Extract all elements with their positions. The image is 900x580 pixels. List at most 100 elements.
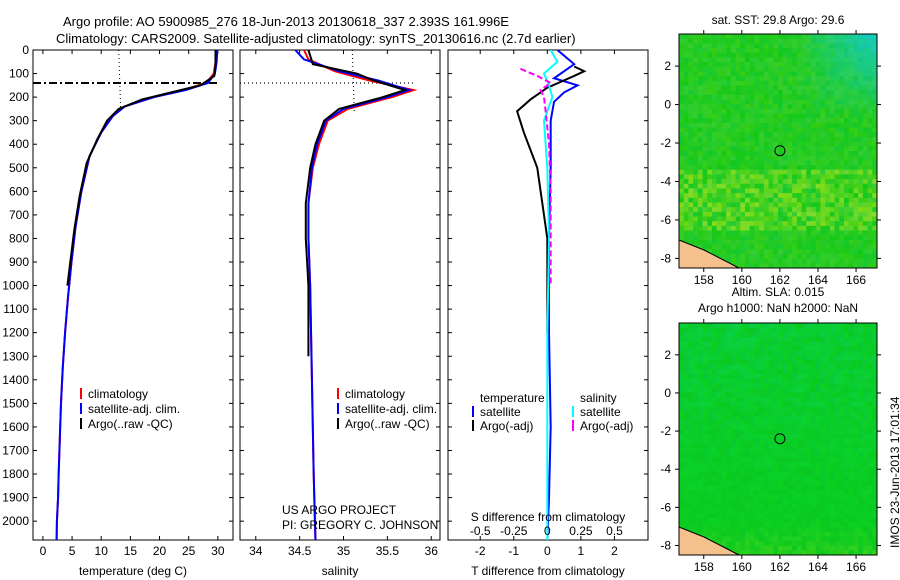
map-cell xyxy=(754,249,760,255)
map-cell xyxy=(806,52,812,58)
map-cell xyxy=(688,490,694,496)
map-cell xyxy=(721,471,727,477)
map-cell xyxy=(829,360,836,366)
map-cell xyxy=(712,336,718,343)
map-cell xyxy=(726,66,732,72)
map-cell xyxy=(872,364,878,370)
map-cell xyxy=(773,452,779,459)
map-cell xyxy=(825,52,831,58)
map-cell xyxy=(773,527,779,533)
map-cell xyxy=(697,104,704,110)
map-cell xyxy=(872,323,878,329)
map-cell xyxy=(825,38,831,44)
map-cell xyxy=(735,155,741,161)
map-cell xyxy=(862,193,869,199)
map-cell xyxy=(778,90,784,96)
x-tick-label: 0 xyxy=(544,544,551,558)
map-cell xyxy=(862,160,869,166)
map-cell xyxy=(730,118,737,124)
map-cell xyxy=(848,457,854,463)
map-cell xyxy=(707,235,713,241)
map-cell xyxy=(726,434,732,440)
map-cell xyxy=(787,85,793,91)
map-cell xyxy=(773,183,779,189)
map-cell xyxy=(768,499,774,505)
map-cell xyxy=(820,151,826,157)
map-cell xyxy=(825,76,831,82)
map-cell xyxy=(801,387,807,394)
map-cell xyxy=(679,332,685,338)
map-cell xyxy=(778,230,784,236)
map-cell xyxy=(716,341,722,347)
map-cell xyxy=(834,536,840,542)
map-cell xyxy=(858,132,864,138)
map-cell xyxy=(735,118,741,124)
map-cell xyxy=(872,183,878,189)
map-cell xyxy=(702,411,708,417)
map-cell xyxy=(815,71,821,77)
map-cell xyxy=(763,108,770,115)
map-cell xyxy=(768,211,774,218)
map-cell xyxy=(792,216,798,222)
map-cell xyxy=(867,193,873,199)
map-cell xyxy=(839,443,845,449)
map-cell xyxy=(697,448,704,454)
map-cell xyxy=(726,466,732,472)
map-cell xyxy=(796,146,803,152)
map-cell xyxy=(702,99,708,105)
map-cell xyxy=(726,188,732,194)
map-cell xyxy=(735,43,741,49)
map-cell xyxy=(792,415,798,421)
map-cell xyxy=(867,118,873,124)
map-cell xyxy=(834,494,840,500)
map-cell xyxy=(726,531,732,537)
map-cell xyxy=(839,211,845,218)
map-cell xyxy=(679,57,685,63)
map-cell xyxy=(792,211,798,218)
map-cell xyxy=(745,360,751,366)
map-cell xyxy=(782,397,788,403)
map-cell xyxy=(759,397,765,403)
map-cell xyxy=(834,80,840,86)
legend-label: satellite-adj. clim. xyxy=(345,402,437,416)
map-cell xyxy=(815,425,821,431)
map-cell xyxy=(778,439,784,445)
map-cell xyxy=(763,383,770,389)
map-cell xyxy=(778,387,784,394)
map-cell xyxy=(726,80,732,86)
map-cell xyxy=(796,374,803,380)
map-cell xyxy=(796,249,803,255)
map-cell xyxy=(853,94,859,101)
map-cell xyxy=(763,183,770,189)
map-cell xyxy=(867,364,873,370)
map-cell xyxy=(848,160,854,166)
map-cell xyxy=(792,360,798,366)
map-cell xyxy=(768,531,774,537)
map-cell xyxy=(745,202,751,208)
map-cell xyxy=(848,258,854,264)
map-cell xyxy=(848,341,854,347)
map-cell xyxy=(858,341,864,347)
map-cell xyxy=(820,327,826,333)
map-cell xyxy=(834,448,840,454)
map-cell xyxy=(815,207,821,213)
map-cell xyxy=(792,165,798,171)
map-cell xyxy=(792,327,798,333)
map-cell xyxy=(801,527,807,533)
map-cell xyxy=(745,448,751,454)
map-cell xyxy=(806,443,812,449)
map-cell xyxy=(716,387,722,394)
map-cell xyxy=(825,183,831,189)
map-cell xyxy=(730,165,737,171)
map-cell xyxy=(773,104,779,110)
map-cell xyxy=(716,462,722,468)
map-cell xyxy=(858,179,864,185)
map-cell xyxy=(801,235,807,241)
map-cell xyxy=(735,160,741,166)
map-cell xyxy=(712,80,718,86)
map-cell xyxy=(735,169,741,175)
map-cell xyxy=(858,202,864,208)
map-cell xyxy=(853,392,859,398)
map-cell xyxy=(853,160,859,166)
